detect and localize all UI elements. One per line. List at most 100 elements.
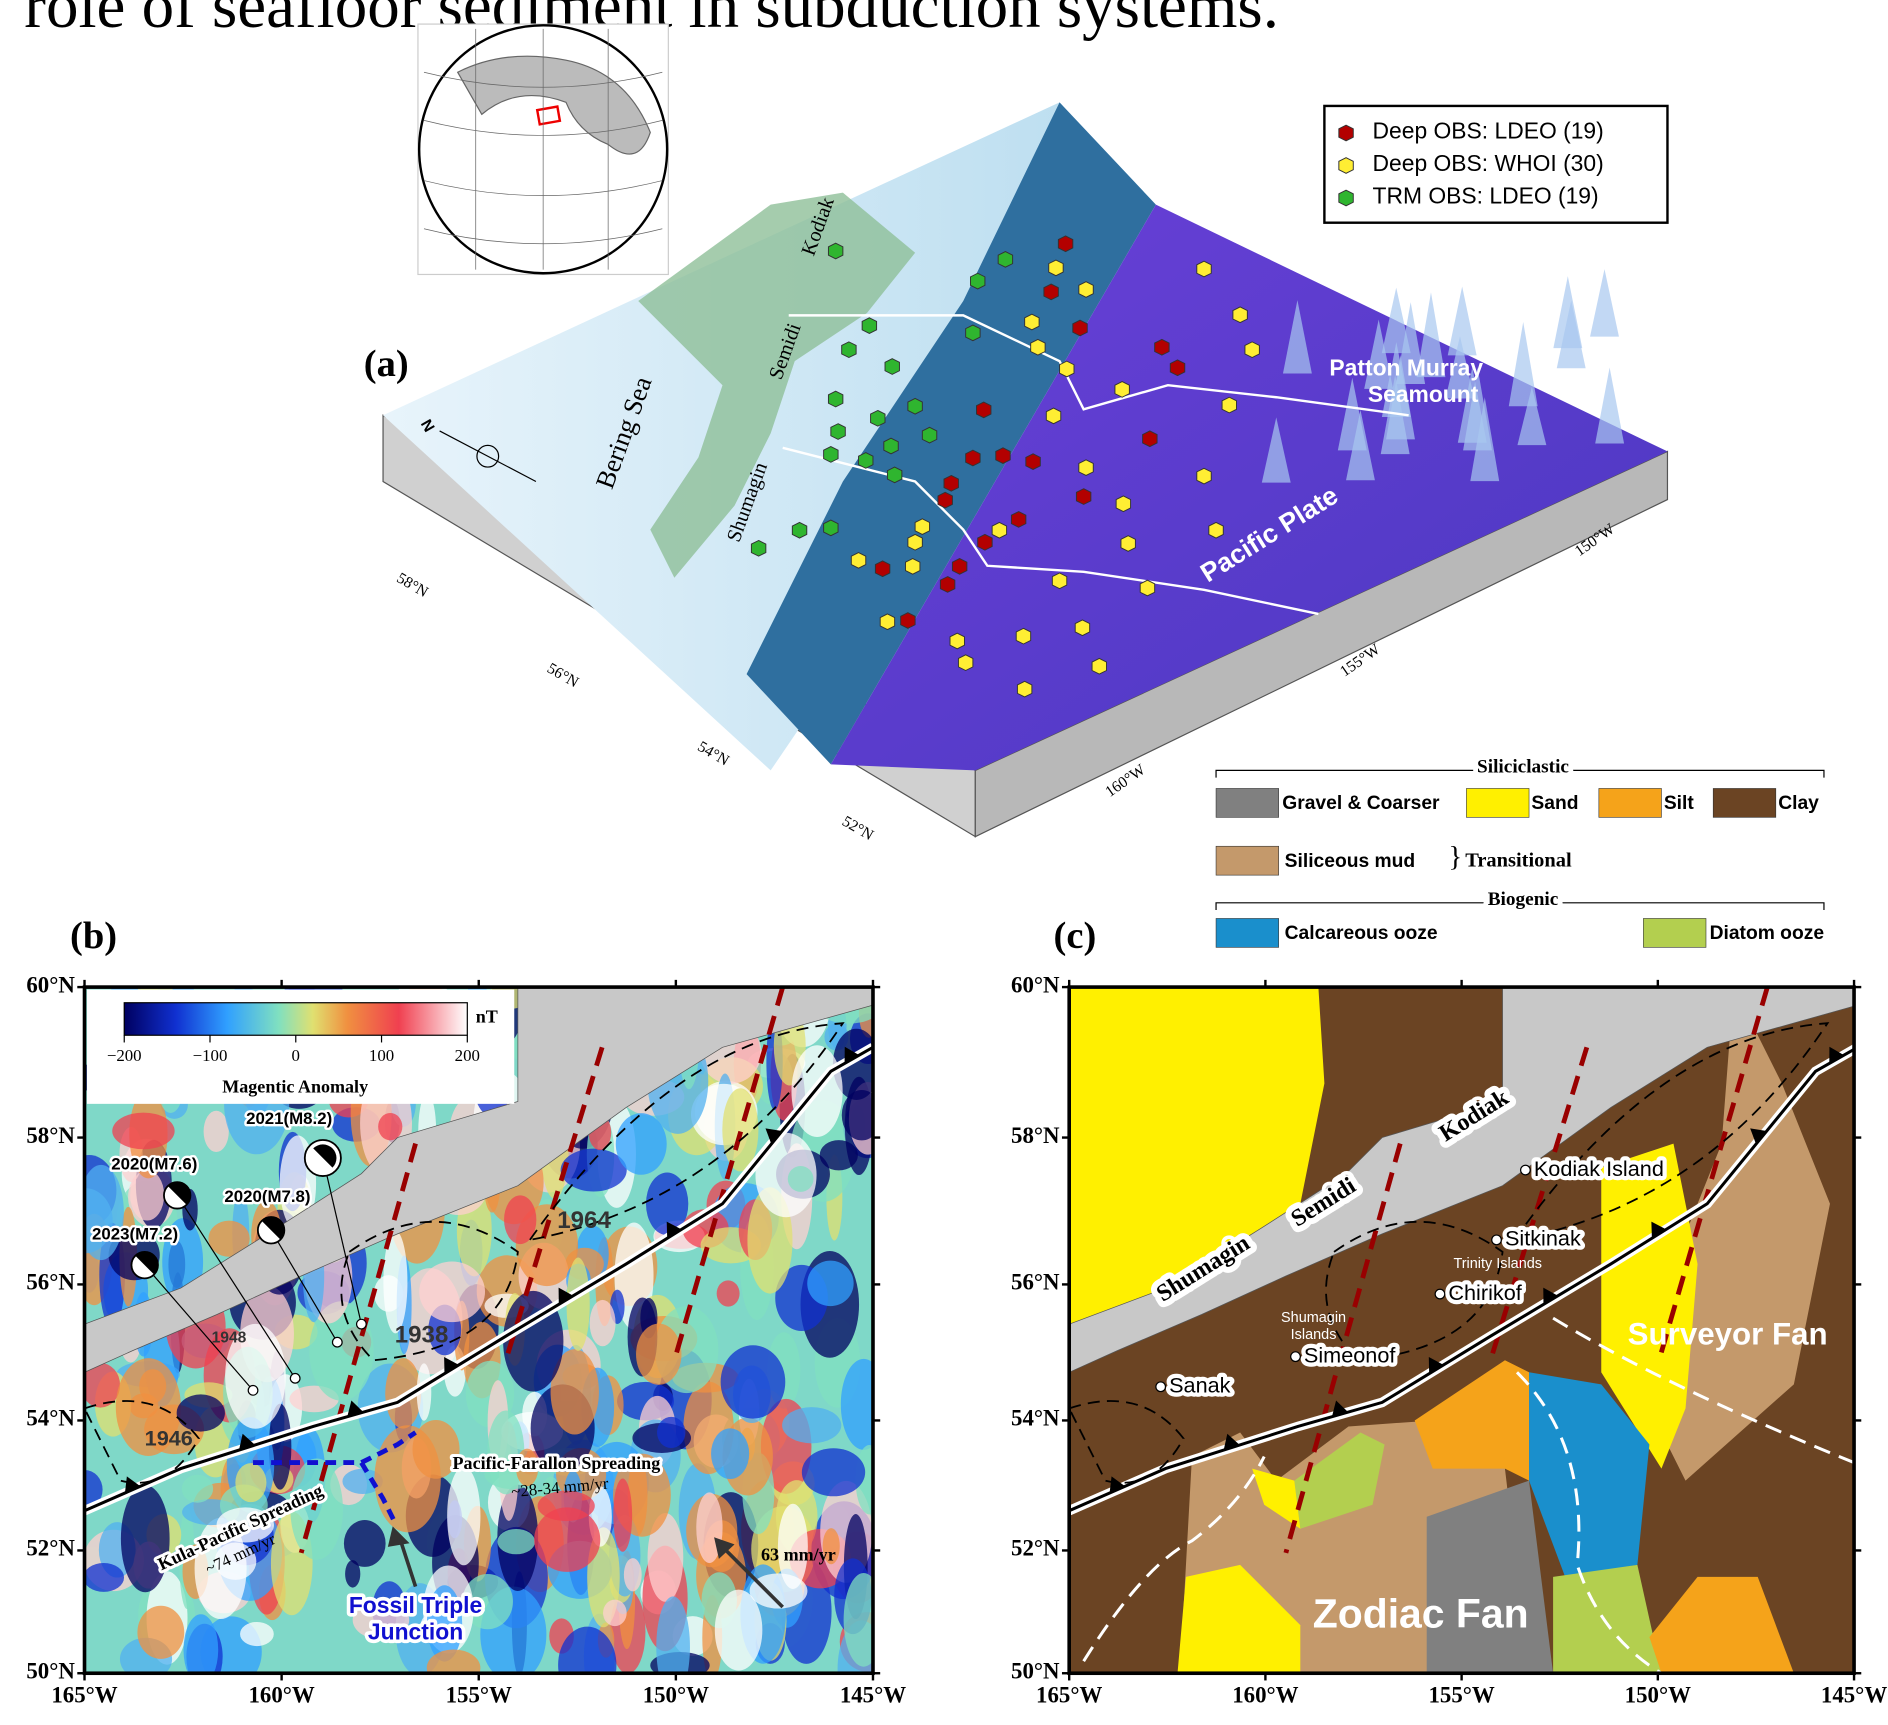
lon-label: 150°W [1625, 1683, 1691, 1708]
obs-marker [1143, 431, 1157, 447]
legend-label: Clay [1778, 793, 1819, 814]
obs-marker [1016, 628, 1030, 644]
obs-marker [970, 273, 984, 289]
obs-marker [1339, 190, 1353, 206]
obs-marker [905, 559, 919, 575]
lon-label: 160°W [1232, 1683, 1298, 1708]
lon-label: 155°W [1428, 1683, 1494, 1708]
obs-marker [862, 318, 876, 334]
obs-marker [884, 438, 898, 454]
obs-marker [875, 561, 889, 577]
obs-marker [952, 559, 966, 575]
anomaly-blob [497, 1529, 535, 1554]
obs-marker [1233, 307, 1247, 323]
place-label: Sitkinak [1505, 1226, 1581, 1251]
obs-marker [1079, 282, 1093, 298]
obs-marker [1197, 468, 1211, 484]
brace: } [1448, 841, 1462, 873]
anomaly-blob [561, 1149, 627, 1192]
obs-marker [944, 475, 958, 491]
lat-label: 52°N [1011, 1536, 1060, 1561]
obs-marker [966, 325, 980, 341]
place-label: Zodiac Fan [1313, 1590, 1529, 1636]
epicenter [248, 1386, 258, 1396]
seamount [1553, 276, 1582, 348]
anomaly-blob [715, 1590, 763, 1671]
obs-marker [938, 492, 952, 508]
colorbar-tick-label: 200 [455, 1046, 480, 1065]
obs-marker [1339, 125, 1353, 141]
lon-label: 150°W [643, 1683, 709, 1708]
place-label: Simeonof [1304, 1342, 1396, 1367]
obs-marker [1060, 361, 1074, 377]
colorbar-tick-label: −100 [193, 1046, 228, 1065]
legend-label: TRM OBS: LDEO (19) [1373, 182, 1599, 208]
lat-label: 58°N [394, 570, 431, 601]
anomaly-blob [603, 1600, 627, 1627]
obs-marker [1073, 320, 1087, 336]
obs-marker [901, 613, 915, 629]
anomaly-blob [427, 1649, 481, 1686]
anomaly-blob [616, 1113, 667, 1175]
lat-label: 60°N [1011, 972, 1060, 997]
obs-marker [1046, 408, 1060, 424]
legend-swatch [1466, 788, 1529, 817]
earthquake-label: 2020(M7.6) [111, 1155, 197, 1174]
obs-marker [1245, 342, 1259, 358]
figure: role of seafloor sediment in subduction … [0, 0, 1888, 1725]
obs-marker [885, 359, 899, 375]
anomaly-blob [717, 1280, 740, 1306]
anomaly-blob [137, 1606, 184, 1659]
obs-marker [1170, 360, 1184, 376]
obs-marker [828, 391, 842, 407]
place-label: Sanak [1169, 1372, 1231, 1397]
rupture-year: 1964 [557, 1207, 611, 1234]
place-label: Chirikof [1448, 1280, 1522, 1305]
anomaly-blob [711, 1428, 749, 1479]
anomaly-blob [344, 1520, 386, 1567]
lat-label: 52°N [839, 813, 876, 844]
obs-marker [958, 655, 972, 671]
obs-marker [1058, 236, 1072, 252]
obs-marker [792, 522, 806, 538]
obs-marker [1140, 580, 1154, 596]
obs-marker [1197, 261, 1211, 277]
anomaly-blob [613, 1479, 632, 1552]
anomaly-blob [841, 1359, 887, 1450]
obs-marker [1011, 512, 1025, 528]
earthquake-label: 2021(M8.2) [246, 1109, 332, 1128]
anomaly-blob [567, 1258, 590, 1351]
anomaly-blob [374, 1425, 440, 1532]
obs-marker [1339, 158, 1353, 174]
anomaly-blob [636, 1324, 681, 1385]
obs-marker [887, 467, 901, 483]
place-label: Islands [1291, 1327, 1337, 1343]
lat-label: 58°N [1011, 1123, 1060, 1148]
obs-marker [940, 577, 954, 593]
epicenter [332, 1337, 342, 1347]
anomaly-blob [534, 1507, 600, 1571]
obs-marker [880, 614, 894, 630]
legend-label: Deep OBS: WHOI (30) [1373, 150, 1604, 176]
group-label: Transitional [1465, 850, 1572, 872]
legend-swatch [1643, 918, 1706, 947]
obs-marker [1044, 284, 1058, 300]
rupture-year: 1946 [145, 1425, 193, 1450]
place-label: Trinity Islands [1453, 1256, 1542, 1272]
anomaly-blob [378, 1113, 402, 1140]
legend-label: Deep OBS: LDEO (19) [1373, 117, 1604, 143]
obs-marker [998, 252, 1012, 268]
obs-marker [992, 522, 1006, 538]
colorbar-tick-label: −200 [107, 1046, 142, 1065]
legend-label: Gravel & Coarser [1282, 793, 1440, 814]
obs-marker [950, 633, 964, 649]
obs-marker [1092, 658, 1106, 674]
obs-marker [1155, 339, 1169, 355]
epicenter [290, 1373, 300, 1383]
obs-marker [1075, 620, 1089, 636]
anomaly-blob [182, 1475, 213, 1503]
island-marker [1492, 1235, 1502, 1245]
obs-marker [1049, 260, 1063, 276]
island-marker [1435, 1289, 1445, 1299]
anomaly-blob [807, 1261, 853, 1307]
